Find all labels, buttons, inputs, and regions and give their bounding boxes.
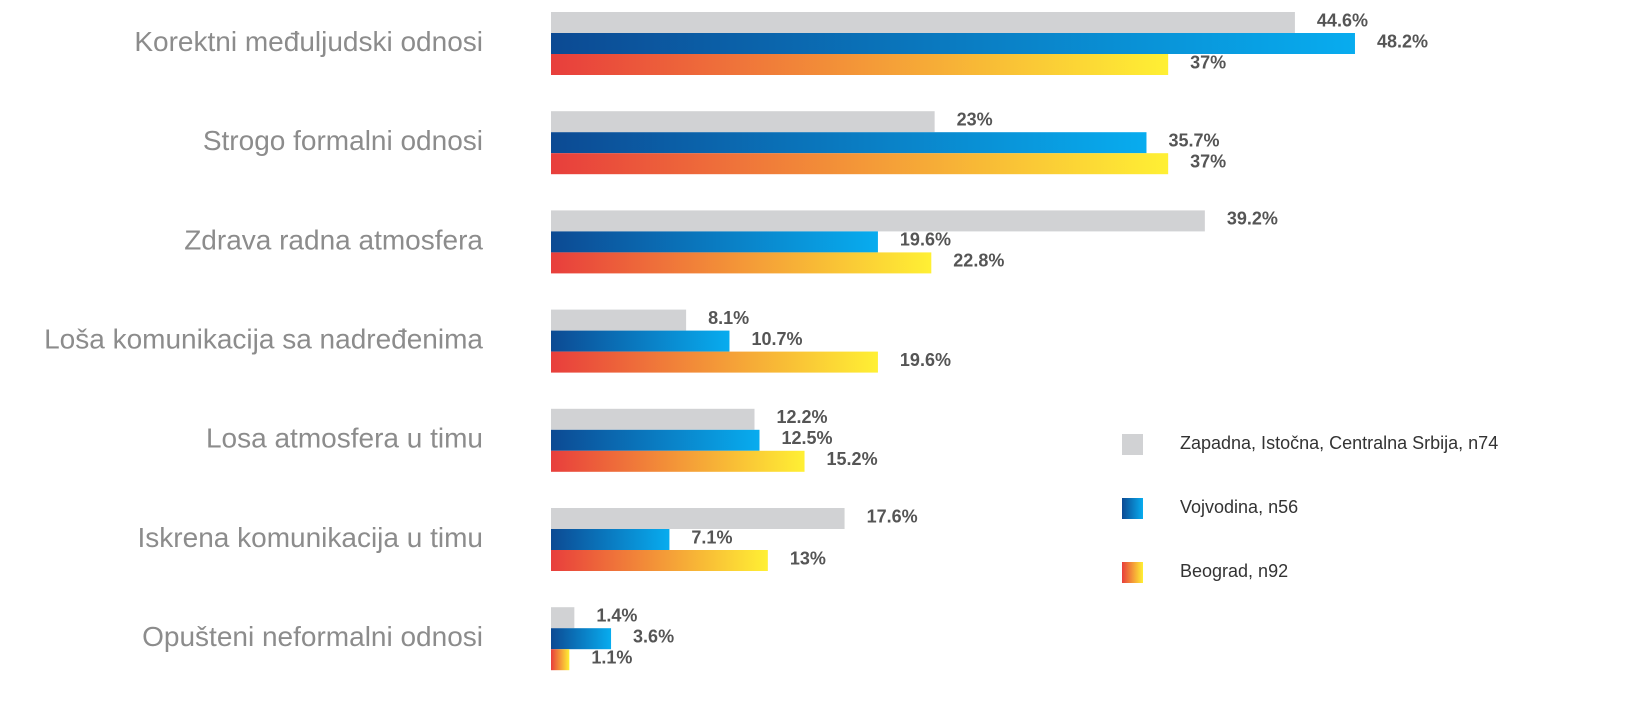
value-label: 23% <box>957 109 993 129</box>
category-label: Iskrena komunikacija u timu <box>138 522 483 553</box>
bar <box>551 649 570 671</box>
bar <box>551 450 805 472</box>
value-label: 22.8% <box>953 251 1004 271</box>
bar <box>551 330 730 352</box>
legend-swatch <box>1122 434 1143 455</box>
value-label: 3.6% <box>633 626 674 646</box>
bar <box>551 550 768 571</box>
value-label: 48.2% <box>1377 31 1428 51</box>
bar <box>551 408 755 430</box>
value-label: 1.1% <box>591 647 632 667</box>
bar <box>551 429 760 451</box>
value-label: 19.6% <box>900 350 951 370</box>
category-label: Korektni međuljudski odnosi <box>134 26 483 57</box>
category-label: Strogo formalni odnosi <box>203 125 483 156</box>
bar <box>551 54 1169 75</box>
value-label: 37% <box>1190 52 1226 72</box>
bar <box>551 111 935 133</box>
legend-label: Vojvodina, n56 <box>1180 497 1298 517</box>
legend-label: Zapadna, Istočna, Centralna Srbija, n74 <box>1180 433 1498 453</box>
value-label: 13% <box>790 548 826 568</box>
bar <box>551 210 1205 232</box>
value-label: 10.7% <box>751 329 802 349</box>
bar <box>551 529 670 550</box>
bar <box>551 33 1355 54</box>
legend-swatch <box>1122 498 1143 519</box>
category-label: Opušteni neformalni odnosi <box>142 621 483 652</box>
value-label: 19.6% <box>900 230 951 250</box>
category-label: Loša komunikacija sa nadređenima <box>44 323 483 354</box>
value-label: 37% <box>1190 151 1226 171</box>
bar <box>551 12 1295 33</box>
category-label: Zdrava radna atmosfera <box>184 224 483 255</box>
value-label: 39.2% <box>1227 209 1278 229</box>
bar <box>551 628 612 650</box>
bar <box>551 231 878 253</box>
value-label: 12.2% <box>776 407 827 427</box>
value-label: 17.6% <box>867 506 918 526</box>
value-label: 44.6% <box>1317 10 1368 30</box>
value-label: 7.1% <box>691 527 732 547</box>
value-label: 35.7% <box>1168 130 1219 150</box>
value-label: 12.5% <box>782 428 833 448</box>
category-label: Losa atmosfera u timu <box>206 423 483 454</box>
bar <box>551 132 1147 154</box>
bar <box>551 351 878 373</box>
bar <box>551 508 845 529</box>
bar <box>551 252 932 274</box>
value-label: 8.1% <box>708 308 749 328</box>
legend-swatch <box>1122 562 1143 583</box>
value-label: 1.4% <box>596 605 637 625</box>
bar <box>551 309 687 331</box>
legend-label: Beograd, n92 <box>1180 561 1288 581</box>
bar <box>551 153 1169 175</box>
value-label: 15.2% <box>827 449 878 469</box>
bar <box>551 607 575 629</box>
